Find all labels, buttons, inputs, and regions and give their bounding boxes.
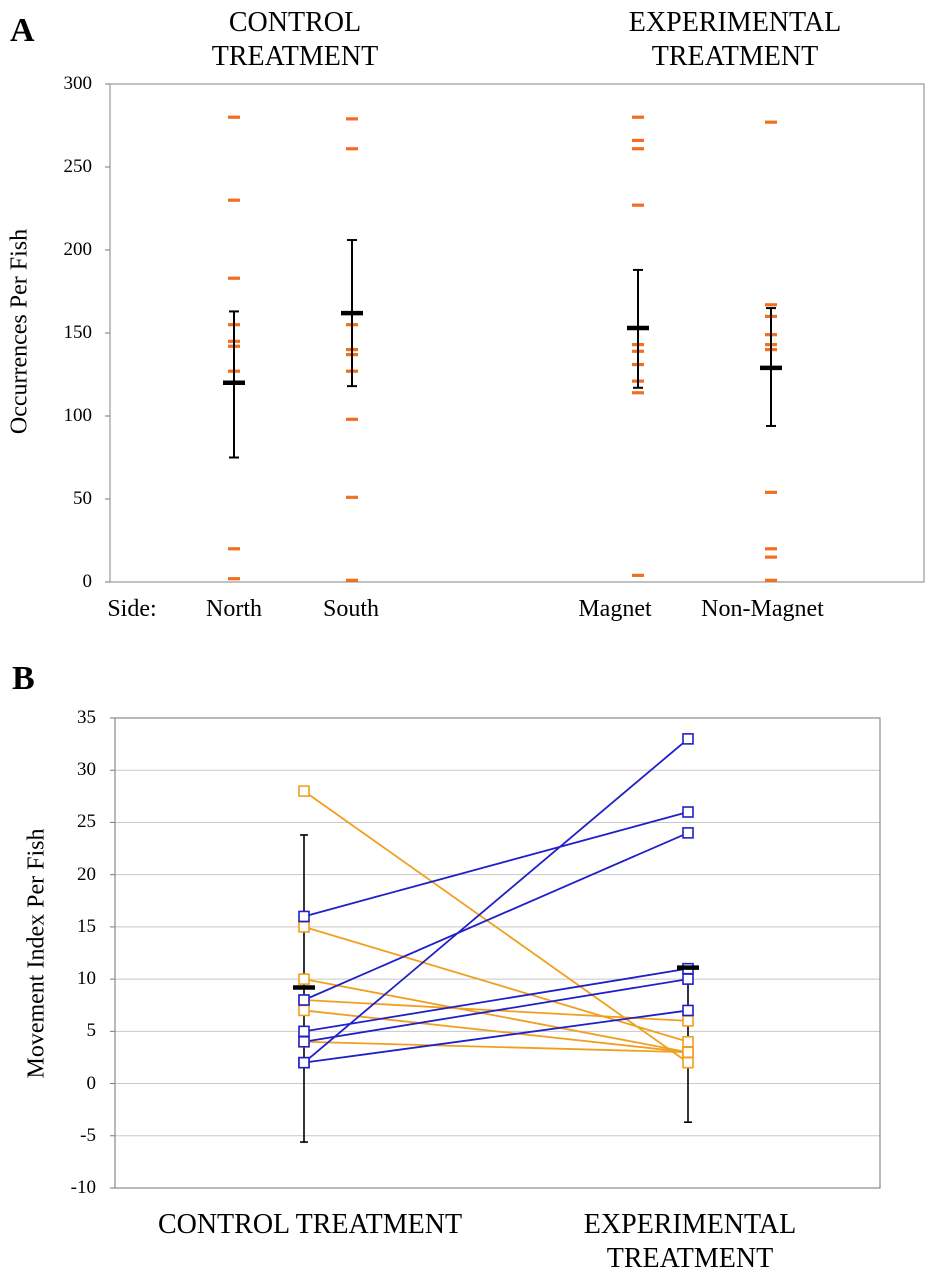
experimental-heading-line-2: TREATMENT [651, 41, 819, 72]
blue-square-marker [682, 973, 694, 985]
panel-b-ytick-label: -10 [70, 1177, 96, 1198]
gold-square-marker [298, 973, 310, 985]
gold-square-marker [682, 1015, 694, 1027]
gold-fish-line [303, 1040, 689, 1054]
gold-square-marker [298, 785, 310, 797]
experimental-heading-line-1: EXPERIMENTAL [628, 7, 842, 38]
blue-fish-line [303, 738, 689, 1064]
gold-fish-line [303, 1009, 689, 1054]
control-treatment-xlabel: CONTROL TREATMENT [157, 1209, 463, 1240]
panel-b-ytick-label: 0 [86, 1072, 97, 1094]
side-row-label: Side: [107, 596, 157, 622]
panel-b-plot-frame [114, 717, 881, 1189]
panel-b-ytick-label: -5 [80, 1124, 96, 1146]
panel-a-ytick-label: 150 [63, 322, 93, 343]
control-heading-line-2: TREATMENT [211, 41, 379, 72]
control-heading-line-1: CONTROL [228, 7, 362, 38]
panel-a-ytick-label: 250 [63, 156, 93, 177]
panel-b-chart [110, 717, 881, 1189]
gold-fish-line [303, 926, 689, 1043]
blue-square-marker [298, 1056, 310, 1069]
blue-fish-line [303, 832, 689, 1001]
blue-square-marker [298, 994, 310, 1006]
blue-square-marker [298, 1025, 310, 1038]
gold-square-marker [298, 1004, 310, 1017]
panel-a-chart [105, 83, 925, 583]
experimental-xlabel-line-2: TREATMENT [606, 1243, 774, 1274]
experimental-treatment-heading: EXPERIMENTAL TREATMENT [590, 6, 880, 74]
panel-b-ytick-label: 15 [77, 915, 96, 937]
blue-fish-line [303, 978, 689, 1043]
blue-square-marker [682, 827, 694, 839]
blue-square-marker [682, 733, 694, 745]
blue-square-marker [682, 1004, 694, 1017]
panel-b-ytick-label: 5 [86, 1020, 97, 1042]
category-label-magnet: Magnet [578, 596, 652, 622]
panel-a-plot-frame [109, 83, 925, 583]
gold-fish-line [303, 978, 689, 1054]
experimental-treatment-xlabel: EXPERIMENTAL TREATMENT [540, 1208, 840, 1276]
control-treatment-heading: CONTROL TREATMENT [160, 6, 430, 74]
panel-b-ytick-label: 30 [77, 759, 96, 781]
blue-fish-line [303, 1009, 689, 1064]
blue-fish-line [303, 811, 689, 918]
panel-b-ytick-label: 20 [77, 863, 96, 885]
experimental-xlabel-line-1: EXPERIMENTAL [583, 1209, 797, 1240]
panel-a-ytick-label: 100 [63, 405, 93, 426]
panel-b-ytick-label: 35 [77, 707, 96, 728]
panel-a-ytick-label: 50 [73, 488, 92, 509]
panel-a-ytick-label: 300 [63, 73, 93, 94]
panel-b-ytick-label: 10 [77, 968, 96, 990]
blue-fish-line [303, 967, 689, 1033]
blue-square-marker [298, 910, 310, 923]
gold-square-marker [682, 1046, 694, 1059]
category-label-non-magnet: Non-Magnet [701, 596, 824, 622]
gold-square-marker [682, 1056, 694, 1069]
category-label-south: South [322, 596, 379, 622]
panel-a-ytick-label: 200 [63, 239, 93, 260]
panel-a-letter: A [10, 12, 35, 49]
blue-square-marker [298, 1035, 310, 1048]
panel-a-ytick-label: 0 [82, 571, 93, 592]
blue-square-marker [682, 806, 694, 818]
panel-b-letter: B [12, 660, 35, 697]
gold-square-marker [682, 1035, 694, 1048]
category-label-north: North [206, 596, 262, 622]
gold-square-marker [298, 921, 310, 933]
panel-b-ytick-label: 25 [77, 811, 96, 833]
